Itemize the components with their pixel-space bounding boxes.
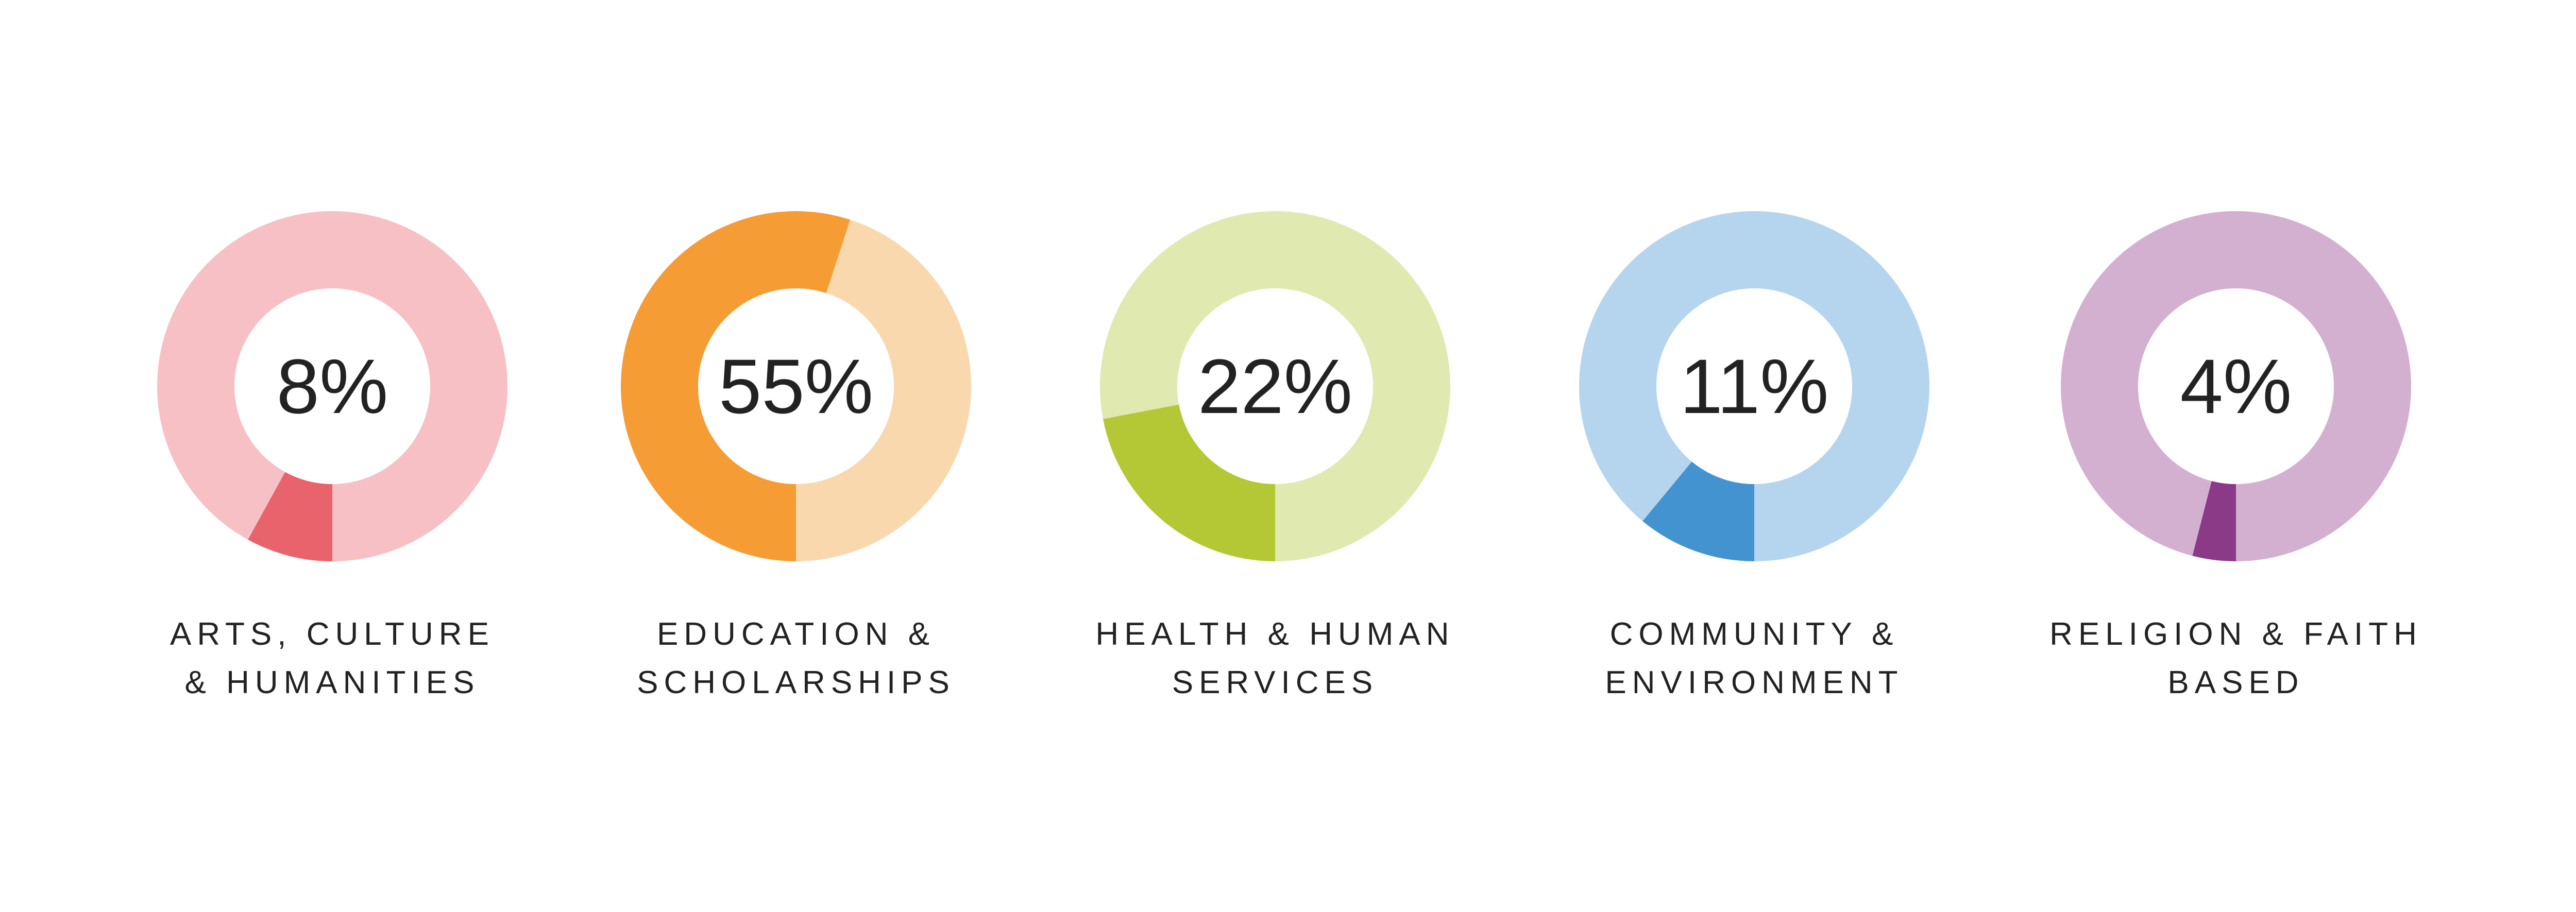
donut-arts: 8% bbox=[157, 211, 508, 561]
donut-value-label: 4% bbox=[2180, 343, 2292, 429]
category-label-line: HEALTH & HUMAN bbox=[1095, 616, 1455, 652]
category-label-line: COMMUNITY & bbox=[1609, 616, 1899, 652]
donut-slice-value bbox=[1642, 461, 1754, 561]
category-label-line: EDUCATION & bbox=[656, 616, 936, 652]
donut-slice-value bbox=[2192, 481, 2236, 561]
category-label-line: RELIGION & FAITH bbox=[2049, 616, 2422, 652]
donut-health: 22% bbox=[1100, 211, 1450, 561]
donut-slice-value bbox=[248, 472, 332, 561]
donut-slice-remainder bbox=[1100, 211, 1450, 561]
donut-community: 11% bbox=[1579, 211, 1929, 561]
donut-slice-remainder bbox=[157, 211, 508, 561]
category-label-line: ARTS, CULTURE bbox=[170, 616, 495, 652]
category-label-line: SERVICES bbox=[1172, 665, 1379, 700]
donut-hole bbox=[1656, 288, 1852, 484]
donut-slice-value bbox=[1103, 404, 1275, 561]
donut-value-label: 55% bbox=[719, 343, 873, 429]
donut-slice-remainder bbox=[796, 219, 971, 562]
category-label-arts: ARTS, CULTURE & HUMANITIES bbox=[75, 610, 590, 707]
category-label-education: EDUCATION & SCHOLARSHIPS bbox=[538, 610, 1054, 707]
donut-hole bbox=[1177, 288, 1373, 484]
donut-religion: 4% bbox=[2060, 211, 2411, 561]
category-label-health: HEALTH & HUMAN SERVICES bbox=[1018, 610, 1533, 707]
category-label-line: & HUMANITIES bbox=[184, 665, 480, 700]
category-label-line: SCHOLARSHIPS bbox=[637, 665, 955, 700]
category-label-line: ENVIRONMENT bbox=[1605, 665, 1904, 700]
donut-value-label: 8% bbox=[277, 343, 388, 429]
donut-hole bbox=[698, 288, 894, 484]
category-label-community: COMMUNITY & ENVIRONMENT bbox=[1497, 610, 2012, 707]
donut-value-label: 11% bbox=[1680, 343, 1828, 429]
donut-value-label: 22% bbox=[1198, 343, 1352, 429]
donut-slice-remainder bbox=[2060, 211, 2411, 561]
category-label-line: BASED bbox=[2167, 665, 2304, 700]
category-label-religion: RELIGION & FAITH BASED bbox=[1978, 610, 2494, 707]
donut-slice-value bbox=[621, 211, 851, 561]
donut-hole bbox=[2138, 288, 2334, 484]
donut-slice-remainder bbox=[1579, 211, 1929, 561]
donut-hole bbox=[234, 288, 430, 484]
donut-education: 55% bbox=[621, 211, 971, 562]
